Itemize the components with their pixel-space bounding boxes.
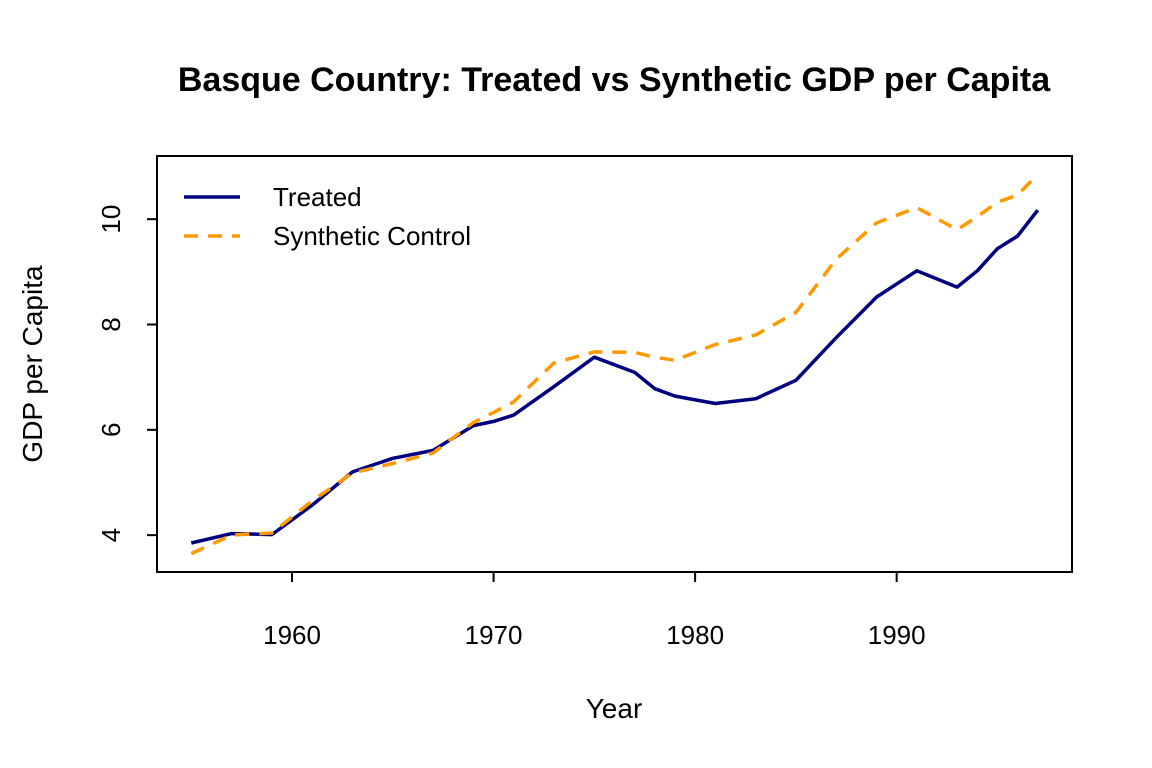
- series-line-treated: [190, 209, 1040, 545]
- x-tick-label: 1970: [465, 620, 523, 650]
- x-axis: 1960 1970 1980 1990: [263, 571, 926, 650]
- series-layer: [190, 173, 1040, 556]
- legend: Treated Synthetic Control: [184, 182, 471, 251]
- y-tick-label: 4: [96, 528, 126, 542]
- y-tick-label: 8: [96, 317, 126, 331]
- legend-label: Synthetic Control: [273, 221, 471, 251]
- x-tick-label: 1960: [263, 620, 321, 650]
- chart-title: Basque Country: Treated vs Synthetic GDP…: [178, 61, 1051, 99]
- series-line-synthetic-control: [190, 173, 1039, 556]
- y-tick-label: 10: [96, 205, 126, 234]
- legend-label: Treated: [273, 182, 362, 212]
- y-axis: 4 6 8 10: [96, 205, 158, 542]
- y-tick-label: 6: [96, 423, 126, 437]
- y-axis-label: GDP per Capita: [17, 265, 48, 463]
- x-axis-label: Year: [586, 693, 643, 724]
- x-tick-label: 1980: [666, 620, 724, 650]
- x-tick-label: 1990: [868, 620, 926, 650]
